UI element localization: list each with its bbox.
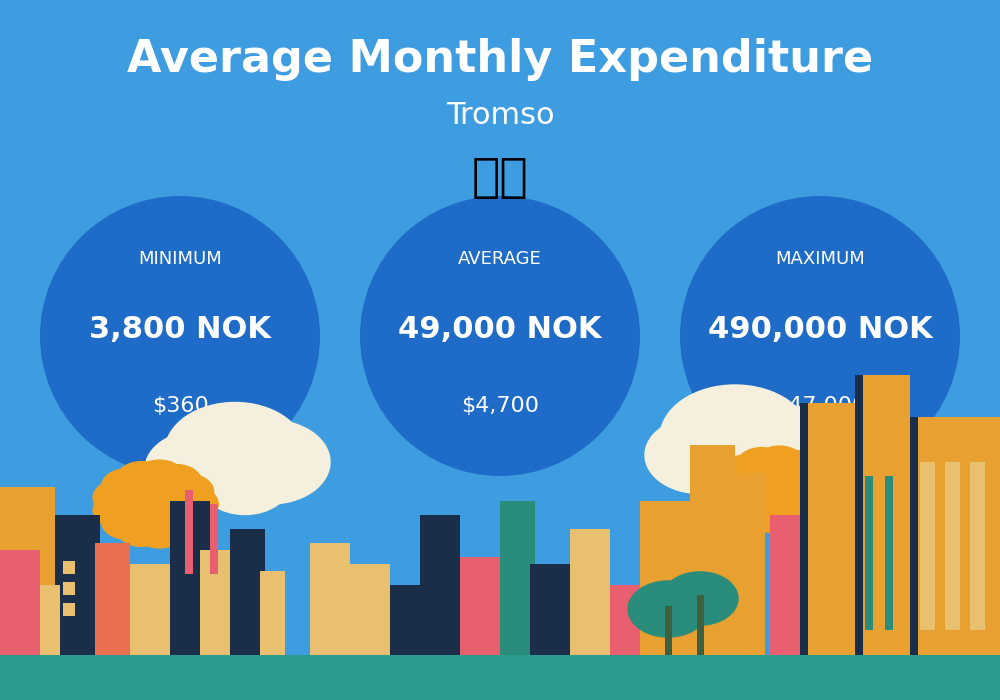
Text: AVERAGE: AVERAGE (458, 250, 542, 268)
Text: $4,700: $4,700 (461, 396, 539, 416)
Text: 49,000 NOK: 49,000 NOK (398, 314, 602, 344)
Polygon shape (95, 542, 130, 654)
Circle shape (737, 498, 787, 533)
Polygon shape (230, 528, 265, 654)
Circle shape (102, 469, 152, 504)
Circle shape (788, 473, 838, 508)
Polygon shape (530, 564, 570, 654)
Circle shape (713, 466, 763, 501)
Circle shape (772, 451, 822, 486)
Circle shape (784, 460, 834, 495)
Circle shape (660, 385, 810, 490)
Circle shape (645, 416, 755, 494)
Circle shape (755, 499, 805, 534)
Polygon shape (910, 416, 918, 654)
Polygon shape (63, 603, 75, 616)
Circle shape (788, 473, 838, 508)
Text: 3,800 NOK: 3,800 NOK (89, 314, 271, 344)
Polygon shape (0, 654, 1000, 700)
Polygon shape (130, 564, 170, 654)
Polygon shape (500, 500, 535, 654)
Circle shape (164, 474, 214, 509)
Polygon shape (170, 500, 210, 654)
Polygon shape (690, 444, 735, 654)
Polygon shape (200, 550, 230, 654)
Circle shape (165, 402, 305, 500)
Polygon shape (55, 514, 100, 654)
Polygon shape (855, 374, 910, 654)
Circle shape (168, 486, 218, 522)
Polygon shape (310, 542, 350, 654)
Circle shape (117, 512, 167, 547)
Polygon shape (0, 550, 40, 654)
Polygon shape (210, 504, 218, 574)
Text: $47,000: $47,000 (774, 396, 866, 416)
Polygon shape (920, 462, 935, 630)
Polygon shape (0, 486, 55, 654)
Circle shape (662, 572, 738, 625)
Text: $360: $360 (152, 396, 208, 416)
Polygon shape (855, 374, 863, 654)
Circle shape (93, 493, 143, 528)
Text: MINIMUM: MINIMUM (138, 250, 222, 268)
Circle shape (123, 482, 187, 526)
Polygon shape (420, 514, 460, 654)
Ellipse shape (360, 196, 640, 476)
Polygon shape (460, 556, 500, 654)
Polygon shape (260, 570, 285, 655)
Ellipse shape (680, 196, 960, 476)
Circle shape (743, 468, 807, 512)
Polygon shape (865, 476, 873, 630)
Circle shape (93, 480, 143, 515)
Circle shape (210, 420, 330, 504)
Polygon shape (885, 476, 893, 630)
Circle shape (145, 430, 255, 508)
Circle shape (705, 402, 835, 493)
Circle shape (152, 508, 202, 543)
Circle shape (755, 446, 805, 481)
Text: MAXIMUM: MAXIMUM (775, 250, 865, 268)
Text: 🇳🇴: 🇳🇴 (472, 156, 528, 201)
Polygon shape (610, 584, 645, 654)
Polygon shape (185, 490, 193, 574)
Polygon shape (697, 595, 704, 654)
Polygon shape (730, 473, 765, 654)
Polygon shape (800, 402, 855, 654)
Polygon shape (570, 528, 610, 654)
Polygon shape (770, 514, 800, 654)
Polygon shape (945, 462, 960, 630)
Circle shape (164, 499, 214, 534)
Circle shape (117, 461, 167, 496)
Circle shape (135, 513, 185, 548)
Circle shape (200, 452, 290, 514)
Text: 490,000 NOK: 490,000 NOK (708, 314, 932, 344)
Circle shape (784, 485, 834, 520)
Polygon shape (40, 584, 60, 654)
Polygon shape (390, 584, 420, 654)
Circle shape (722, 490, 772, 525)
Polygon shape (63, 582, 75, 595)
Polygon shape (63, 561, 75, 574)
Polygon shape (910, 416, 1000, 654)
Circle shape (628, 581, 708, 637)
Ellipse shape (40, 196, 320, 476)
Polygon shape (970, 462, 985, 630)
Circle shape (152, 465, 202, 500)
Circle shape (722, 455, 772, 490)
Text: Average Monthly Expenditure: Average Monthly Expenditure (127, 38, 873, 81)
Polygon shape (350, 564, 390, 654)
Circle shape (713, 479, 763, 514)
Circle shape (737, 447, 787, 482)
Text: Tromso: Tromso (446, 101, 554, 130)
Polygon shape (665, 606, 672, 654)
Circle shape (695, 434, 795, 504)
Circle shape (772, 494, 822, 529)
Polygon shape (800, 402, 808, 654)
Circle shape (135, 460, 185, 495)
Circle shape (168, 486, 218, 522)
Polygon shape (640, 500, 690, 654)
Circle shape (102, 504, 152, 539)
